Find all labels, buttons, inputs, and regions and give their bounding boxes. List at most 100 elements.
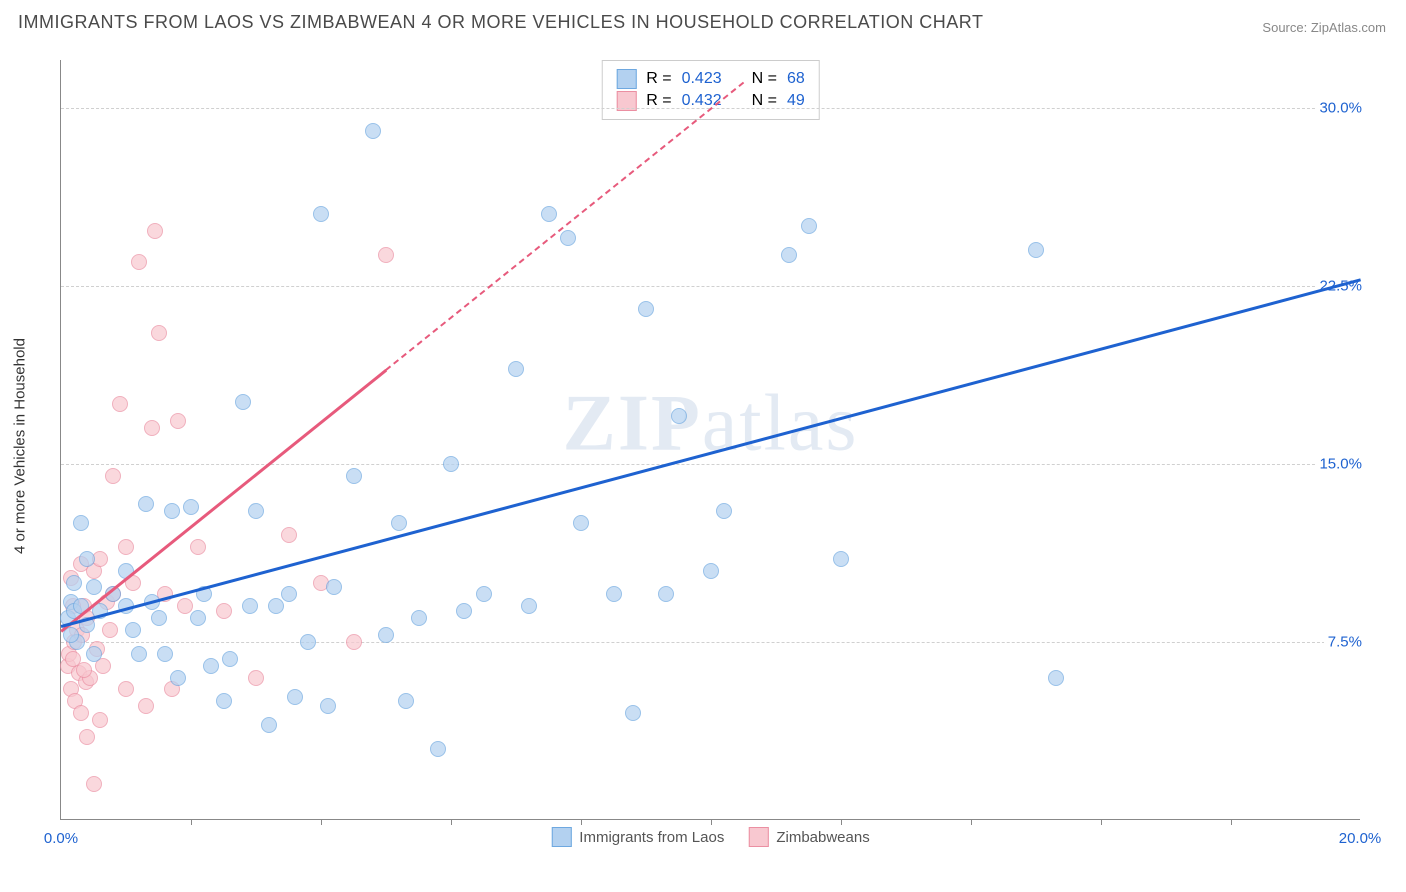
scatter-point: [658, 586, 674, 602]
y-tick-label: 15.0%: [1315, 455, 1362, 472]
scatter-point: [508, 361, 524, 377]
source-attribution: Source: ZipAtlas.com: [1262, 20, 1386, 35]
scatter-point: [300, 634, 316, 650]
x-tick-mark: [971, 819, 972, 825]
y-tick-label: 7.5%: [1324, 633, 1362, 650]
scatter-point: [476, 586, 492, 602]
scatter-point: [86, 646, 102, 662]
scatter-point: [261, 717, 277, 733]
scatter-point: [102, 622, 118, 638]
scatter-point: [125, 622, 141, 638]
legend-item-blue: Immigrants from Laos: [551, 827, 724, 847]
scatter-point: [521, 598, 537, 614]
scatter-point: [346, 468, 362, 484]
scatter-point: [378, 247, 394, 263]
watermark-rest: atlas: [702, 380, 859, 468]
scatter-point: [781, 247, 797, 263]
legend-swatch-blue: [551, 827, 571, 847]
scatter-point: [73, 515, 89, 531]
scatter-point: [625, 705, 641, 721]
scatter-point: [183, 499, 199, 515]
scatter-point: [560, 230, 576, 246]
scatter-point: [1028, 242, 1044, 258]
scatter-point: [138, 698, 154, 714]
scatter-point: [411, 610, 427, 626]
scatter-point: [638, 301, 654, 317]
x-tick-mark: [581, 819, 582, 825]
stats-n-value-blue: 68: [787, 70, 805, 88]
y-tick-label: 30.0%: [1315, 99, 1362, 116]
scatter-point: [216, 603, 232, 619]
scatter-point: [66, 575, 82, 591]
scatter-point: [118, 681, 134, 697]
scatter-point: [151, 325, 167, 341]
scatter-point: [281, 527, 297, 543]
chart-title: IMMIGRANTS FROM LAOS VS ZIMBABWEAN 4 OR …: [18, 12, 983, 33]
scatter-point: [147, 223, 163, 239]
x-tick-mark: [451, 819, 452, 825]
x-tick-mark: [841, 819, 842, 825]
scatter-point: [573, 515, 589, 531]
scatter-point: [131, 254, 147, 270]
x-tick-mark: [1101, 819, 1102, 825]
scatter-point: [391, 515, 407, 531]
scatter-point: [703, 563, 719, 579]
scatter-point: [281, 586, 297, 602]
scatter-point: [170, 413, 186, 429]
trend-line-dashed: [385, 82, 744, 371]
scatter-point: [398, 693, 414, 709]
scatter-point: [716, 503, 732, 519]
scatter-point: [79, 551, 95, 567]
scatter-point: [430, 741, 446, 757]
x-axis-label-right: 20.0%: [1339, 830, 1382, 847]
source-value: ZipAtlas.com: [1311, 20, 1386, 35]
scatter-point: [157, 646, 173, 662]
scatter-point: [801, 218, 817, 234]
stats-r-value-blue: 0.423: [682, 70, 722, 88]
legend-item-pink: Zimbabweans: [748, 827, 869, 847]
scatter-point: [151, 610, 167, 626]
scatter-point: [248, 670, 264, 686]
grid-line: [61, 464, 1360, 465]
x-tick-mark: [711, 819, 712, 825]
scatter-point: [235, 394, 251, 410]
scatter-point: [242, 598, 258, 614]
legend-label-pink: Zimbabweans: [776, 829, 869, 846]
scatter-point: [287, 689, 303, 705]
legend-label-blue: Immigrants from Laos: [579, 829, 724, 846]
scatter-point: [346, 634, 362, 650]
scatter-point: [456, 603, 472, 619]
scatter-point: [541, 206, 557, 222]
scatter-point: [177, 598, 193, 614]
scatter-point: [833, 551, 849, 567]
bottom-legend: Immigrants from Laos Zimbabweans: [551, 827, 869, 847]
source-label: Source:: [1262, 20, 1307, 35]
x-tick-mark: [321, 819, 322, 825]
scatter-point: [671, 408, 687, 424]
scatter-point: [76, 662, 92, 678]
scatter-point: [105, 468, 121, 484]
legend-swatch-pink: [748, 827, 768, 847]
scatter-point: [320, 698, 336, 714]
scatter-point: [118, 539, 134, 555]
scatter-point: [378, 627, 394, 643]
scatter-point: [190, 539, 206, 555]
stats-swatch-blue: [616, 69, 636, 89]
scatter-point: [190, 610, 206, 626]
scatter-point: [131, 646, 147, 662]
scatter-point: [606, 586, 622, 602]
scatter-point: [138, 496, 154, 512]
scatter-point: [164, 503, 180, 519]
grid-line: [61, 286, 1360, 287]
scatter-point: [268, 598, 284, 614]
y-axis-label: 4 or more Vehicles in Household: [12, 338, 29, 554]
scatter-point: [313, 206, 329, 222]
scatter-point: [144, 420, 160, 436]
scatter-point: [170, 670, 186, 686]
scatter-point: [1048, 670, 1064, 686]
x-tick-mark: [191, 819, 192, 825]
stats-row-blue: R = 0.423 N = 68: [616, 69, 805, 89]
scatter-point: [112, 396, 128, 412]
grid-line: [61, 642, 1360, 643]
scatter-point: [92, 712, 108, 728]
